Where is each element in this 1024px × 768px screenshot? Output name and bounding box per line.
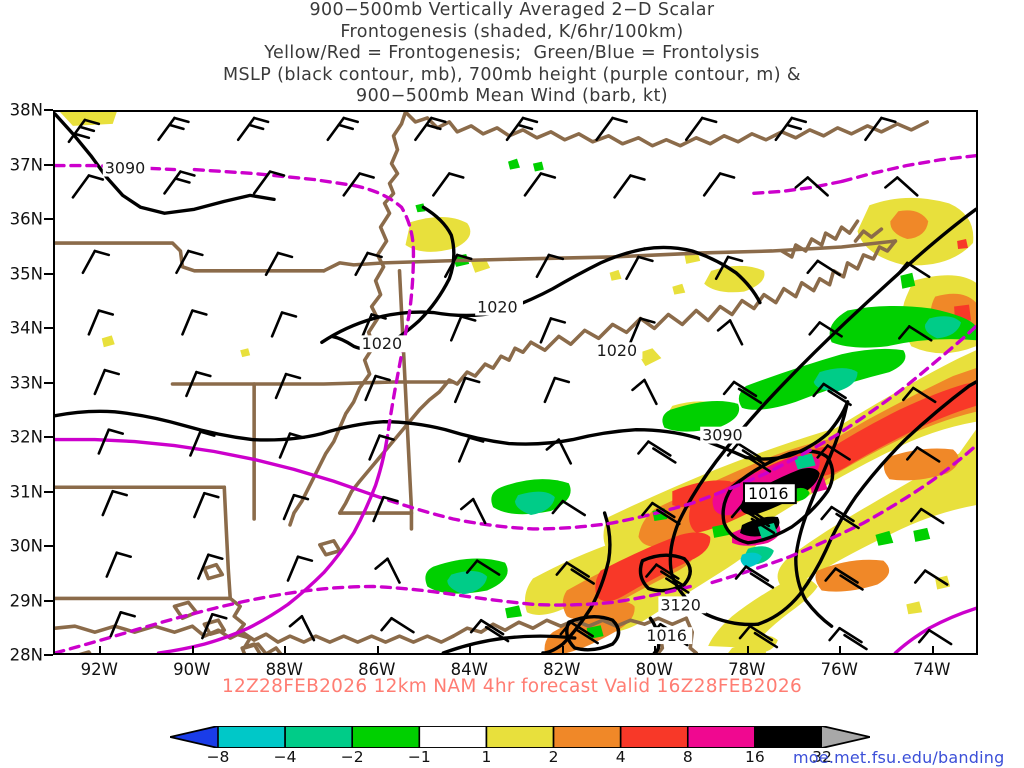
colorbar-swatch <box>552 726 622 748</box>
colorbar-tick-label: −4 <box>273 748 297 766</box>
colorbar-tick-label: 1 <box>481 748 492 766</box>
colorbar-tick-label: −8 <box>206 748 230 766</box>
y-tick-label: 30N <box>9 536 43 556</box>
x-tick-mark <box>561 646 564 655</box>
x-tick-mark <box>654 646 657 655</box>
x-tick-label: 88W <box>265 660 303 679</box>
map-canvas: 3090 3090 3120 1020 1020 1020 1016 1016 <box>55 112 976 653</box>
figure-title: 900−500mb Vertically Averaged 2−D Scalar… <box>0 0 1024 106</box>
y-tick-label: 37N <box>9 155 43 174</box>
forecast-caption: 12Z28FEB2026 12km NAM 4hr forecast Valid… <box>221 676 803 697</box>
wind-barbs <box>67 116 953 651</box>
colorbar-tick-label: −2 <box>340 748 364 766</box>
title-line-2: Frontogenesis (shaded, K/6hr/100km) <box>340 21 684 42</box>
title-line-3: Yellow/Red = Frontogenesis; Green/Blue =… <box>264 43 760 63</box>
title-line-1: 900−500mb Vertically Averaged 2−D Scalar <box>309 0 715 20</box>
x-tick-mark <box>931 646 934 655</box>
x-tick-mark <box>191 646 194 655</box>
y-tick-label: 35N <box>9 264 43 283</box>
contour-labels: 3090 3090 3120 1020 1020 1020 1016 1016 <box>102 159 797 645</box>
map-plot-area[interactable]: 3090 3090 3120 1020 1020 1020 1016 1016 <box>53 110 978 655</box>
y-tick-label: 33N <box>9 373 43 392</box>
title-line-5: 900−500mb Mean Wind (barb, kt) <box>356 86 668 106</box>
y-tick-mark <box>44 381 53 384</box>
contour-label-3120: 3120 <box>660 595 701 614</box>
colorbar-swatch <box>351 726 421 748</box>
y-tick-label: 38N <box>9 100 43 120</box>
colorbar-tick-label: 8 <box>682 748 693 766</box>
colorbar[interactable]: −8 −4 −2 −1 1 2 4 8 16 32 <box>170 726 870 768</box>
contour-label-1020-b: 1020 <box>477 298 518 317</box>
y-tick-mark <box>44 490 53 493</box>
y-tick-mark <box>44 654 53 656</box>
x-tick-mark <box>99 646 102 655</box>
x-tick-mark <box>469 646 472 655</box>
y-tick-mark <box>44 545 53 547</box>
x-tick-label: 90W <box>173 660 211 679</box>
x-tick-label: 74W <box>913 660 951 679</box>
colorbar-under-arrow <box>170 726 218 748</box>
y-tick-label: 34N <box>9 318 43 338</box>
x-tick-label: 86W <box>358 660 396 679</box>
colorbar-swatch <box>284 726 354 748</box>
y-tick-mark <box>44 109 53 111</box>
x-axis: 92W 90W 88W 86W 84W 82W 80W 78W 76W 74W <box>53 646 978 683</box>
height-700mb-contours <box>55 153 976 653</box>
x-tick-label: 82W <box>543 660 581 679</box>
colorbar-tick-label: −1 <box>407 748 431 766</box>
y-tick-mark <box>44 272 53 275</box>
y-tick-mark <box>44 327 53 329</box>
contour-label-3090-north: 3090 <box>105 159 146 178</box>
x-tick-mark <box>376 646 379 655</box>
title-line-4: MSLP (black contour, mb), 700mb height (… <box>223 64 801 85</box>
y-tick-mark <box>44 436 53 438</box>
y-tick-mark <box>44 599 53 602</box>
x-tick-label: 84W <box>450 660 488 679</box>
y-tick-label: 28N <box>9 645 43 665</box>
colorbar-tick-label: 32 <box>812 748 832 766</box>
colorbar-tick-label: 2 <box>548 748 559 766</box>
contour-label-3090-offshore: 3090 <box>702 426 743 445</box>
y-tick-mark <box>44 218 53 220</box>
y-tick-label: 29N <box>9 591 43 610</box>
x-tick-mark <box>284 646 287 655</box>
source-watermark: moe.met.fsu.edu/banding <box>793 748 1005 767</box>
colorbar-swatch <box>217 726 286 748</box>
geography-layer <box>55 112 930 653</box>
x-tick-mark <box>746 646 749 655</box>
x-tick-label: 78W <box>728 660 766 679</box>
contour-label-1016-south: 1016 <box>646 626 687 645</box>
x-tick-label: 92W <box>80 660 118 679</box>
x-tick-mark <box>839 646 842 655</box>
contour-label-1020-a: 1020 <box>362 334 403 353</box>
colorbar-swatch <box>418 726 488 748</box>
y-tick-label: 32N <box>9 427 43 447</box>
colorbar-tick-label: 4 <box>615 748 626 766</box>
y-tick-mark <box>44 163 53 166</box>
colorbar-swatches <box>170 726 870 748</box>
x-tick-label: 76W <box>820 660 858 679</box>
y-tick-label: 36N <box>9 209 43 229</box>
y-axis: 38N 37N 36N 35N 34N 33N 32N 31N 30N 29N 28N <box>0 101 53 665</box>
contour-label-1020-c: 1020 <box>597 341 638 360</box>
x-tick-label: 80W <box>635 660 673 679</box>
contour-label-1016-low: 1016 <box>748 484 789 503</box>
colorbar-swatch <box>485 726 555 748</box>
y-tick-label: 31N <box>9 482 43 501</box>
colorbar-swatch <box>754 726 823 748</box>
colorbar-tick-label: 16 <box>745 748 765 766</box>
colorbar-swatch <box>619 726 689 748</box>
colorbar-swatch <box>686 726 756 748</box>
colorbar-over-arrow <box>822 726 870 748</box>
